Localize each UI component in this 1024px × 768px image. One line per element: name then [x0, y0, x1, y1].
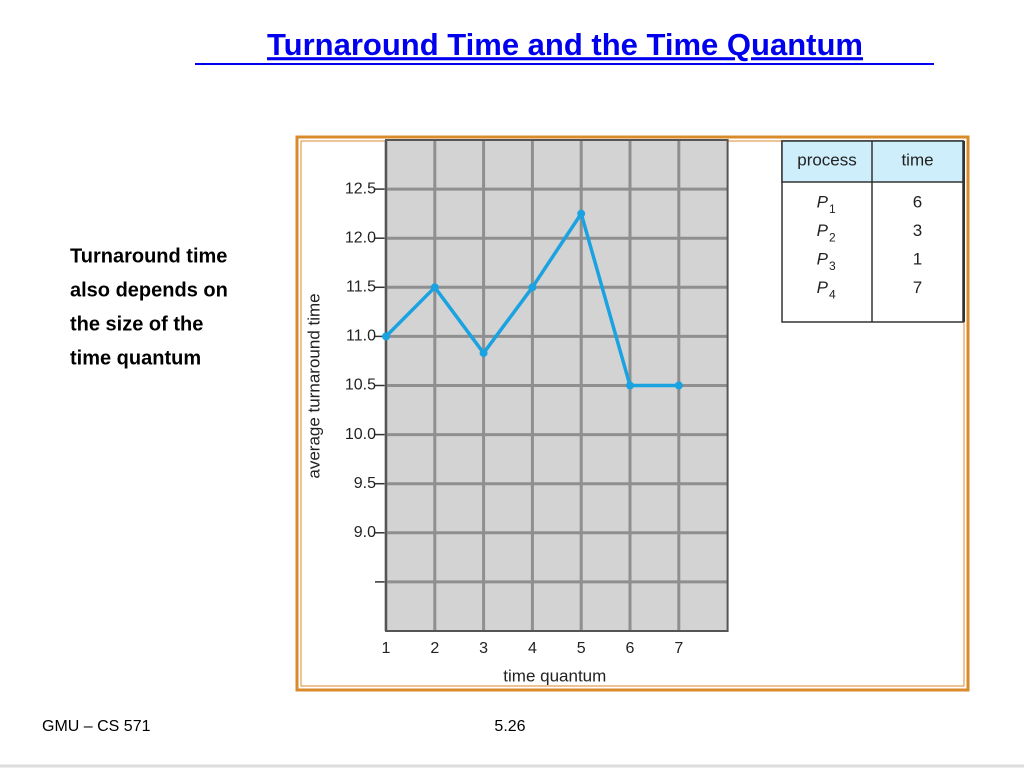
process-time: 6	[913, 192, 922, 211]
process-subscript: 1	[829, 202, 836, 216]
process-subscript: 2	[829, 231, 836, 245]
slide-title: Turnaround Time and the Time Quantum	[267, 27, 863, 62]
process-name: P	[817, 192, 829, 211]
y-tick-label: 12.0	[345, 229, 376, 246]
process-time: 3	[913, 221, 922, 240]
footer-left: GMU – CS 571	[42, 718, 151, 735]
side-text: Turnaround time	[70, 245, 227, 267]
process-time: 7	[913, 278, 922, 297]
process-subscript: 3	[829, 259, 836, 273]
process-time: 1	[913, 249, 922, 268]
y-tick-label: 10.0	[345, 426, 376, 443]
x-axis-label: time quantum	[503, 666, 606, 685]
data-point	[577, 209, 586, 218]
y-tick-label: 11.0	[346, 328, 376, 345]
x-tick-label: 7	[674, 640, 683, 657]
y-tick-label: 9.5	[354, 475, 376, 492]
data-point	[382, 332, 390, 341]
process-name: P	[817, 249, 829, 268]
y-axis-label: average turnaround time	[304, 293, 323, 478]
data-point	[479, 349, 488, 358]
data-point	[430, 283, 439, 292]
process-name: P	[817, 278, 829, 297]
y-tick-label: 9.0	[354, 524, 376, 541]
process-subscript: 4	[829, 288, 836, 302]
side-text: also depends on	[70, 279, 228, 301]
plot-border	[385, 139, 729, 632]
table-header-cell: process	[797, 150, 857, 169]
y-tick-label: 10.5	[345, 377, 376, 394]
x-tick-label: 3	[479, 640, 488, 657]
side-text: time quantum	[70, 347, 201, 369]
y-tick-label: 12.5	[345, 180, 376, 197]
side-text: the size of the	[70, 313, 203, 335]
x-tick-label: 2	[430, 640, 439, 657]
process-name: P	[817, 221, 829, 240]
data-point	[528, 283, 537, 292]
x-tick-label: 5	[577, 640, 586, 657]
chart: 9.0 9.5 10.0 10.5 11.0 11.5 12.0 12.5 1 2 3 4 5 6 7 tim…	[304, 139, 729, 685]
y-tick-label: 11.5	[346, 279, 376, 296]
x-tick-label: 4	[528, 640, 537, 657]
table-header-cell: time	[901, 150, 933, 169]
x-tick-label: 1	[382, 640, 391, 657]
data-point	[626, 381, 634, 390]
data-point	[674, 381, 683, 390]
page-number: 5.26	[494, 718, 525, 735]
x-tick-label: 6	[626, 640, 635, 657]
